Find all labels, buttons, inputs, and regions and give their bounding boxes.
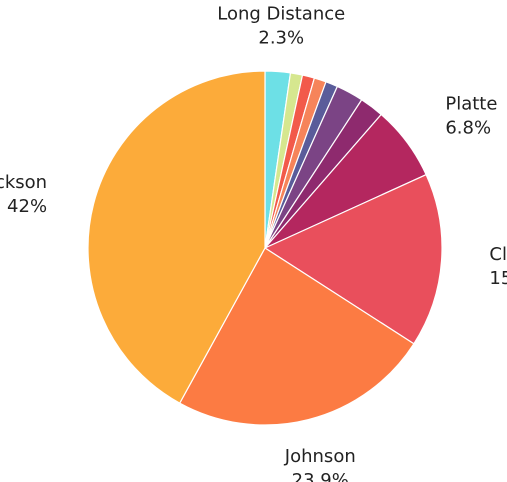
slice-label-value: 23.9% bbox=[292, 470, 349, 482]
slice-label-name: Platte bbox=[445, 93, 497, 114]
pie-slice-jackson bbox=[87, 70, 266, 404]
slice-label-jackson: Jackson 42% bbox=[0, 172, 47, 217]
pie-slice-clay bbox=[263, 173, 443, 345]
slice-label-value: 15.9% bbox=[489, 268, 507, 289]
slice-label-name: Johnson bbox=[284, 446, 356, 467]
slice-label-name: Clay bbox=[489, 244, 507, 265]
pie-slices bbox=[87, 70, 443, 426]
pie-labels: Long Distance 2.3% Platte 6.8% Clay 15.9% John… bbox=[0, 4, 507, 482]
slice-label-value: 42% bbox=[7, 196, 47, 217]
slice-label-johnson: Johnson 23.9% bbox=[284, 446, 356, 482]
slice-label-value: 2.3% bbox=[258, 28, 304, 49]
slice-label-platte: Platte 6.8% bbox=[445, 93, 497, 138]
slice-label-name: Jackson bbox=[0, 172, 47, 193]
slice-label-value: 6.8% bbox=[445, 117, 491, 138]
slice-label-name: Long Distance bbox=[217, 4, 345, 25]
slice-label-clay: Clay 15.9% bbox=[489, 244, 507, 289]
pie-slice-johnson bbox=[178, 247, 415, 426]
slice-label-long-distance: Long Distance 2.3% bbox=[217, 4, 345, 49]
